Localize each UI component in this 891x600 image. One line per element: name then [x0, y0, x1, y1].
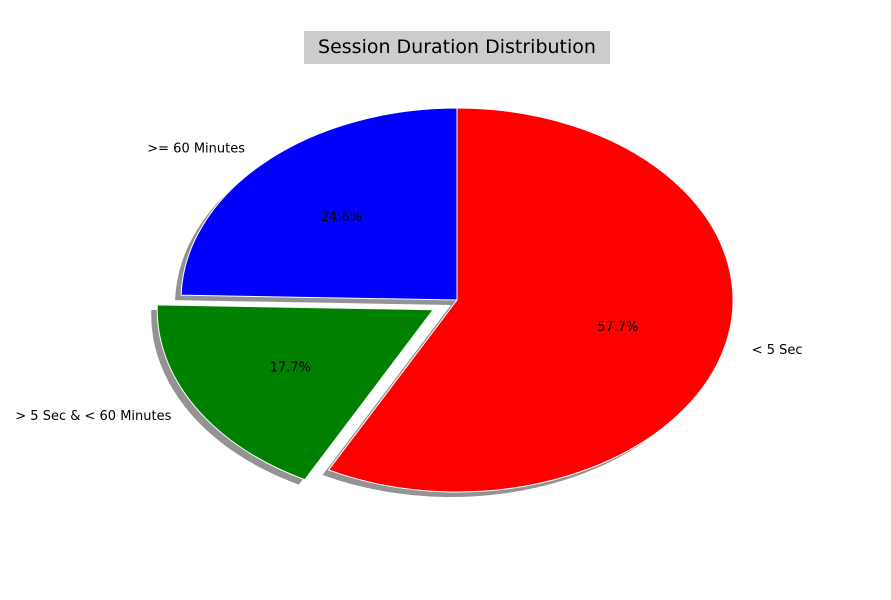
slice-label-60-minutes: >= 60 Minutes	[147, 141, 245, 156]
chart-title: Session Duration Distribution	[318, 36, 596, 58]
chart-title-group: Session Duration Distribution	[304, 31, 610, 64]
pie-slice-layer	[156, 107, 734, 493]
pie-label-layer: < 5 Sec 57.7% > 5 Sec & < 60 Minutes 17.7% >…	[15, 141, 802, 424]
slice-pct-label-5-sec: 57.7%	[597, 320, 638, 335]
slice-label-5-sec: < 5 Sec	[752, 343, 803, 358]
chart-title-box	[304, 31, 610, 64]
pie-slice-5-sec	[328, 107, 734, 493]
slice-pct-label-5-sec-60-minutes: 17.7%	[270, 361, 311, 376]
pie-slice-5-sec-60-minutes	[156, 304, 434, 481]
pie-slice-60-minutes	[180, 107, 458, 301]
slice-pct-label-60-minutes: 24.6%	[321, 210, 362, 225]
slice-label-5-sec-60-minutes: > 5 Sec & < 60 Minutes	[15, 409, 171, 424]
